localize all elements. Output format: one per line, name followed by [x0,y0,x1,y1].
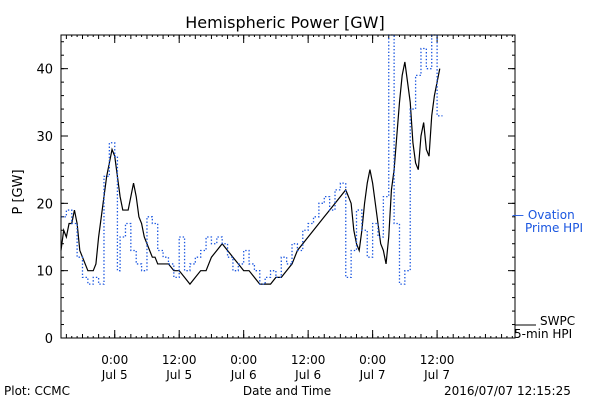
chart-title: Hemispheric Power [GW] [185,13,384,32]
y-tick-label: 20 [36,197,53,212]
x-tick-time-label: 0:00 [230,353,257,367]
legend-label-ovation: — Ovation [512,208,575,222]
x-axis-label: Date and Time [243,384,331,398]
plot-credit: Plot: CCMC [4,384,70,398]
x-tick-date-label: Jul 6 [230,368,257,382]
x-tick-date-label: Jul 7 [423,368,450,382]
plot-timestamp: 2016/07/07 12:15:25 [444,384,571,398]
x-tick-date-label: Jul 5 [165,368,192,382]
y-tick-label: 30 [36,130,53,145]
x-tick-time-label: 0:00 [101,353,128,367]
y-tick-label: 10 [36,265,53,280]
x-tick-date-label: Jul 7 [359,368,386,382]
series-line-swpc [60,61,441,286]
x-tick-time-label: 12:00 [420,353,455,367]
legend-label-swpc-2: 5-min HPI [514,327,572,341]
series-line-ovation-prime [61,34,443,285]
plot-frame [60,34,516,339]
legend-label-ovation-2: Prime HPI [525,221,583,235]
x-tick-time-label: 0:00 [359,353,386,367]
x-tick-date-label: Jul 5 [101,368,128,382]
y-tick-label: 0 [45,332,53,347]
legend-label-swpc: SWPC [540,314,575,328]
y-tick-label: 40 [36,63,53,78]
series-layer [60,34,443,286]
y-axis-label: P [GW] [11,169,26,214]
x-tick-time-label: 12:00 [162,353,197,367]
x-tick-date-label: Jul 6 [294,368,321,382]
x-tick-time-label: 12:00 [291,353,326,367]
